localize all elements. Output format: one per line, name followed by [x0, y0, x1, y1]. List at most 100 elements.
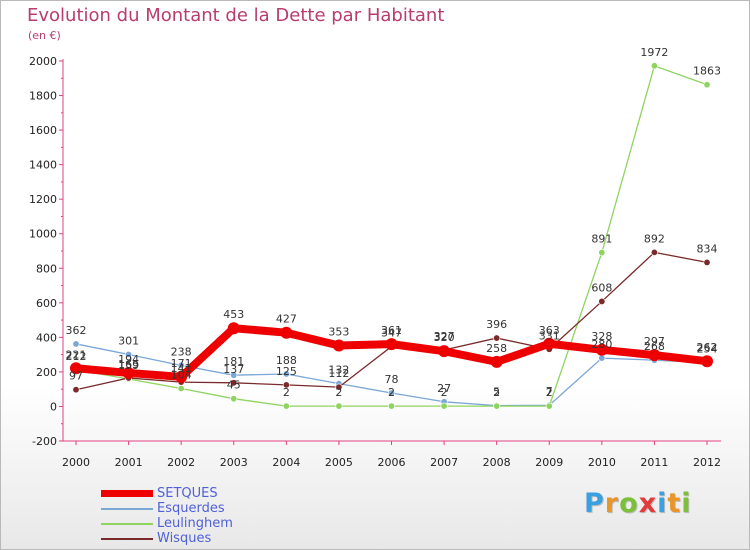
data-point-wisques — [650, 248, 658, 256]
x-tick-label: 2001 — [115, 456, 143, 469]
data-point-wisques — [230, 379, 238, 387]
logo-letter: i — [681, 488, 692, 519]
data-point-leulinghem — [545, 402, 553, 410]
x-tick-label: 2007 — [430, 456, 458, 469]
data-label-wisques: 125 — [276, 365, 297, 378]
y-tick-label: 0 — [50, 400, 57, 413]
data-label-leulinghem: 159 — [118, 359, 139, 372]
data-label-setques: 427 — [276, 313, 297, 326]
data-label-wisques: 608 — [591, 281, 612, 294]
data-label-leulinghem: 2 — [441, 386, 448, 399]
data-label-esquerdes: 301 — [118, 334, 139, 347]
data-label-setques: 258 — [486, 342, 507, 355]
series-leulinghem — [72, 62, 711, 410]
legend-swatch — [101, 537, 153, 540]
data-label-esquerdes: 132 — [328, 364, 349, 377]
x-tick-label: 2003 — [220, 456, 248, 469]
logo-letter: i — [657, 488, 668, 519]
data-point-leulinghem — [230, 395, 238, 403]
x-tick-label: 2009 — [535, 456, 563, 469]
data-label-esquerdes: 181 — [223, 355, 244, 368]
data-point-leulinghem — [335, 402, 343, 410]
data-label-esquerdes: 188 — [276, 354, 297, 367]
x-tick-label: 2010 — [588, 456, 616, 469]
data-point-leulinghem — [387, 402, 395, 410]
y-tick-label: 400 — [36, 331, 57, 344]
data-point-setques — [490, 355, 503, 368]
y-tick-label: 800 — [36, 262, 57, 275]
proxiti-logo: Proxiti — [584, 488, 692, 519]
legend-swatch — [101, 490, 153, 497]
data-label-esquerdes: 268 — [644, 340, 665, 353]
data-label-esquerdes: 362 — [66, 324, 87, 337]
data-label-wisques: 396 — [486, 318, 507, 331]
data-label-leulinghem: 1972 — [640, 46, 668, 59]
data-point-wisques — [335, 383, 343, 391]
y-tick-label: 1200 — [29, 193, 57, 206]
data-point-wisques — [598, 297, 606, 305]
data-point-wisques — [282, 381, 290, 389]
data-point-esquerdes — [387, 389, 395, 397]
data-point-setques — [648, 349, 661, 362]
data-label-leulinghem: 2 — [546, 386, 553, 399]
data-label-wisques: 112 — [328, 367, 349, 380]
data-label-leulinghem: 2 — [283, 386, 290, 399]
data-label-leulinghem: 2 — [335, 386, 342, 399]
data-point-leulinghem — [703, 81, 711, 89]
data-point-esquerdes — [177, 361, 185, 369]
x-tick-label: 2005 — [325, 456, 353, 469]
data-point-leulinghem — [650, 62, 658, 70]
data-label-setques: 262 — [697, 341, 718, 354]
legend-label: Leulinghem — [157, 516, 233, 531]
data-label-setques: 353 — [328, 325, 349, 338]
y-tick-label: 1400 — [29, 159, 57, 172]
data-point-leulinghem — [440, 402, 448, 410]
data-point-setques — [701, 355, 713, 368]
legend-item-esquerdes: Esquerdes — [101, 501, 233, 516]
x-tick-label: 2006 — [378, 456, 406, 469]
data-label-setques: 297 — [644, 335, 665, 348]
data-point-leulinghem — [493, 402, 501, 410]
data-point-setques — [595, 343, 608, 356]
data-label-esquerdes: 254 — [697, 343, 718, 356]
data-point-setques — [332, 339, 345, 352]
data-label-wisques: 331 — [539, 329, 560, 342]
x-tick-label: 2011 — [640, 456, 668, 469]
unit-label: (en €) — [28, 29, 61, 42]
data-point-leulinghem — [177, 384, 185, 392]
data-label-wisques: 97 — [69, 370, 83, 383]
legend-item-wisques: Wisques — [101, 531, 233, 546]
y-tick-label: 1800 — [29, 90, 57, 103]
data-label-setques: 320 — [434, 331, 455, 344]
data-label-esquerdes: 78 — [385, 373, 399, 386]
data-label-leulinghem: 45 — [227, 379, 241, 392]
legend-label: SETQUES — [157, 486, 218, 501]
data-point-esquerdes — [125, 350, 133, 358]
legend: SETQUES Esquerdes Leulinghem Wisques — [101, 486, 233, 546]
logo-letter: t — [667, 488, 682, 519]
y-tick-label: 2000 — [29, 55, 57, 68]
data-label-setques: 194 — [118, 353, 139, 366]
data-point-leulinghem — [282, 402, 290, 410]
data-point-esquerdes — [282, 370, 290, 378]
x-tick-label: 2012 — [693, 456, 721, 469]
data-point-setques — [385, 338, 398, 351]
logo-letter: r — [604, 488, 620, 519]
data-label-setques: 221 — [66, 348, 87, 361]
x-tick-label: 2002 — [167, 456, 195, 469]
data-label-wisques: 165 — [118, 358, 139, 371]
data-label-esquerdes: 7 — [546, 385, 553, 398]
data-label-setques: 363 — [539, 324, 560, 337]
data-label-setques: 361 — [381, 324, 402, 337]
data-point-esquerdes — [230, 371, 238, 379]
legend-swatch — [101, 507, 153, 510]
data-label-esquerdes: 238 — [171, 345, 192, 358]
legend-label: Wisques — [157, 531, 212, 546]
data-point-setques — [438, 345, 451, 358]
data-label-leulinghem: 104 — [171, 368, 192, 381]
data-point-esquerdes — [72, 340, 80, 348]
y-tick-label: 1600 — [29, 124, 57, 137]
data-point-setques — [280, 326, 293, 339]
